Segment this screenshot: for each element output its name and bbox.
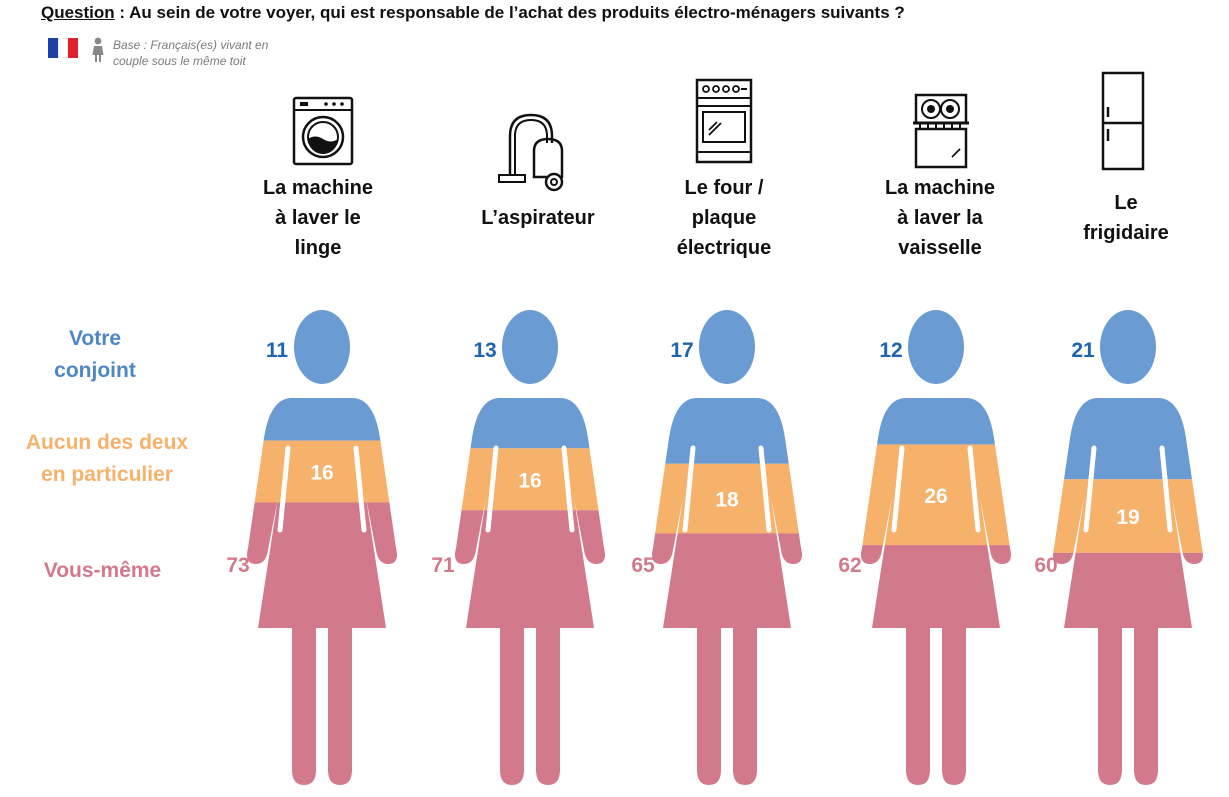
label-conjoint-2: 13: [473, 339, 496, 362]
bar-aucun-2: [455, 448, 605, 511]
figure-arm-gap: [891, 445, 905, 533]
figure-head-5: [1100, 310, 1156, 384]
question-title: Question : Au sein de votre voyer, qui e…: [41, 3, 905, 23]
label-aucun-3: 18: [715, 489, 739, 512]
bar-conjoint-4: [861, 398, 1011, 445]
label-conjoint-4: 12: [879, 339, 902, 362]
person-icon: [92, 37, 104, 62]
category-label-2: L’aspirateur: [481, 207, 595, 229]
category-label-4: La machine à laver la vaisselle: [884, 177, 996, 259]
oven-icon: [695, 78, 753, 164]
figure-arm-gap: [758, 445, 772, 533]
figure-head-2: [502, 310, 558, 384]
question-label: Question: [41, 3, 115, 22]
legend-aucun: Aucun des deux en particulier: [25, 431, 189, 486]
bar-vous-2: [455, 510, 605, 785]
washing-machine-icon: [292, 96, 354, 166]
label-conjoint-3: 17: [670, 339, 693, 362]
bar-aucun-5: [1053, 479, 1203, 553]
legend-vous-meme: Vous-même: [43, 559, 162, 582]
dishwasher-icon: [913, 93, 969, 169]
figure-head-1: [294, 310, 350, 384]
label-aucun-1: 16: [310, 462, 333, 485]
category-label-5: Le frigidaire: [1083, 192, 1169, 244]
figure-arm-gap: [277, 445, 291, 533]
base-note-line1: Base : Français(es) vivant en: [113, 38, 269, 52]
france-flag-icon: [48, 38, 78, 58]
label-vous-4: 62: [838, 554, 861, 577]
bar-vous-5: [1053, 552, 1203, 785]
label-conjoint-5: 21: [1071, 339, 1095, 362]
label-vous-2: 71: [431, 554, 455, 577]
question-text: : Au sein de votre voyer, qui est respon…: [114, 3, 905, 22]
label-vous-3: 65: [631, 554, 655, 577]
category-label-3: Le four / plaque électrique: [676, 177, 772, 259]
figure-head-3: [699, 310, 755, 384]
label-conjoint-1: 11: [266, 339, 289, 362]
figure-arm-gap: [967, 445, 981, 533]
bar-conjoint-5: [1053, 398, 1203, 480]
base-note-line2: couple sous le même toit: [113, 54, 246, 68]
figure-arm-gap: [561, 445, 575, 533]
bar-aucun-4: [861, 444, 1011, 546]
label-aucun-2: 16: [518, 469, 541, 492]
label-aucun-5: 19: [1116, 506, 1139, 529]
figure-arm-gap: [682, 445, 696, 533]
figure-arm-gap: [485, 445, 499, 533]
base-note: Base : Français(es) vivant en couple sou…: [113, 37, 288, 69]
label-vous-5: 60: [1034, 554, 1057, 577]
bar-vous-4: [861, 545, 1011, 785]
figure-arm-gap: [1159, 445, 1173, 533]
bar-conjoint-1: [247, 398, 397, 441]
bar-vous-1: [247, 502, 397, 785]
fridge-icon: [1101, 71, 1145, 171]
legend-conjoint: Votre conjoint: [54, 327, 136, 382]
bar-vous-3: [652, 533, 802, 785]
bar-aucun-3: [652, 463, 802, 534]
label-vous-1: 73: [226, 554, 249, 577]
bar-conjoint-3: [652, 398, 802, 464]
bar-conjoint-2: [455, 398, 605, 449]
vacuum-cleaner-icon: [498, 113, 564, 192]
category-label-1: La machine à laver le linge: [262, 177, 374, 259]
label-aucun-4: 26: [924, 485, 947, 508]
figure-head-4: [908, 310, 964, 384]
figure-arm-gap: [353, 445, 367, 533]
figure-arm-gap: [1083, 445, 1097, 533]
bar-aucun-1: [247, 440, 397, 503]
